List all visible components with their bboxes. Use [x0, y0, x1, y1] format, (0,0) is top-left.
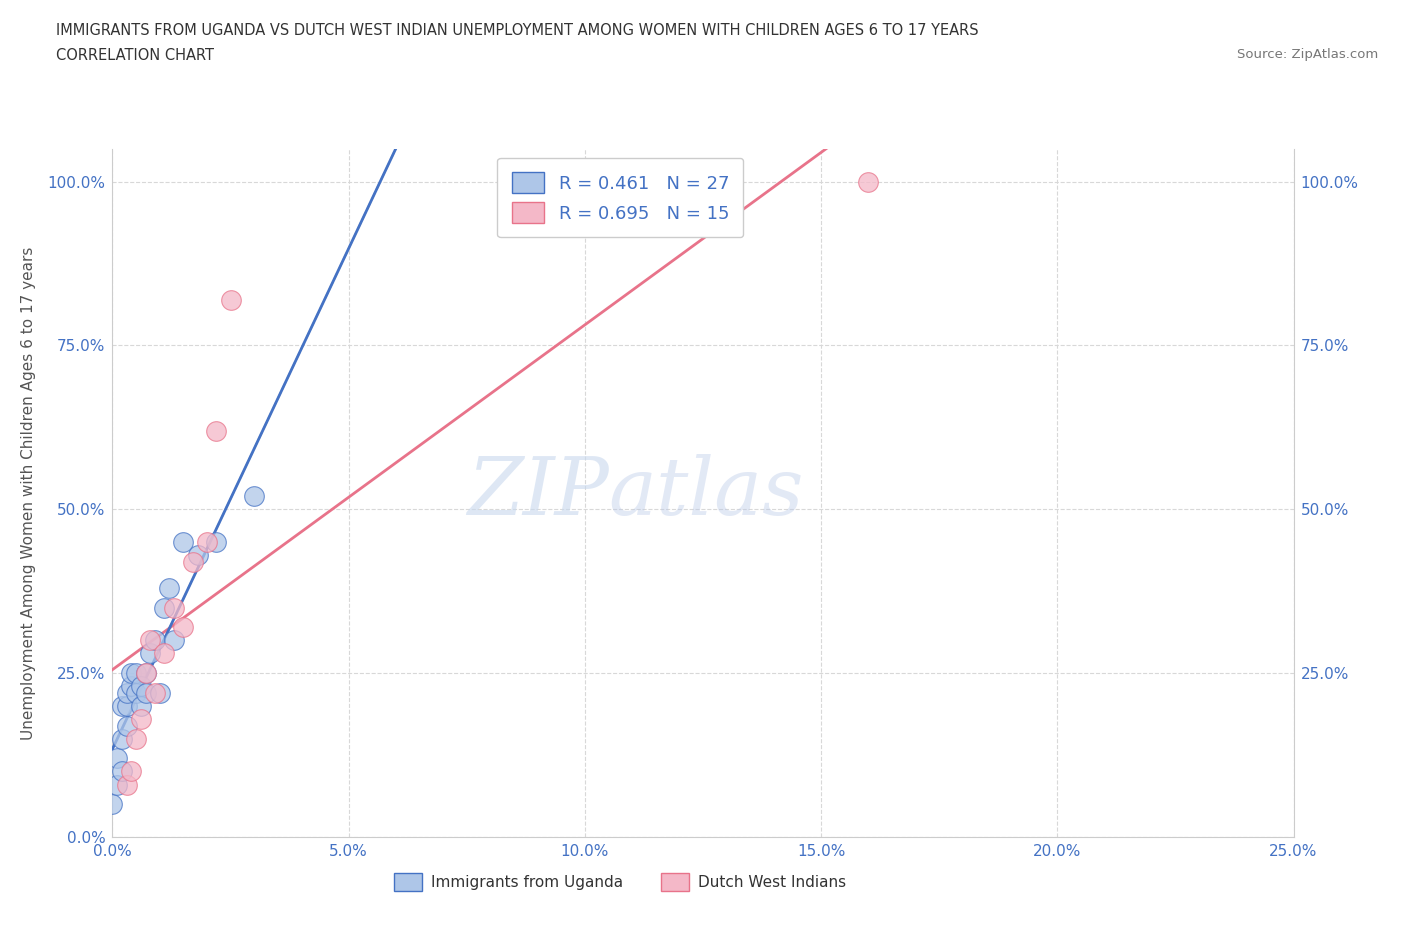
Point — [120, 679, 142, 694]
Point — [172, 535, 194, 550]
Point — [157, 580, 180, 595]
Text: IMMIGRANTS FROM UGANDA VS DUTCH WEST INDIAN UNEMPLOYMENT AMONG WOMEN WITH CHILDR: IMMIGRANTS FROM UGANDA VS DUTCH WEST IND… — [56, 23, 979, 38]
Point — [111, 764, 134, 779]
Text: atlas: atlas — [609, 454, 804, 532]
Point — [163, 600, 186, 615]
Text: CORRELATION CHART: CORRELATION CHART — [56, 48, 214, 63]
Point — [111, 698, 134, 713]
Point — [105, 751, 128, 765]
Point — [858, 174, 880, 189]
Point — [115, 718, 138, 733]
Point — [115, 777, 138, 792]
Point — [120, 666, 142, 681]
Point — [129, 698, 152, 713]
Point — [153, 600, 176, 615]
Point — [115, 685, 138, 700]
Point — [149, 685, 172, 700]
Point — [105, 777, 128, 792]
Point — [129, 711, 152, 726]
Point — [135, 685, 157, 700]
Y-axis label: Unemployment Among Women with Children Ages 6 to 17 years: Unemployment Among Women with Children A… — [21, 246, 37, 739]
Point — [205, 535, 228, 550]
Point — [163, 633, 186, 648]
Point — [135, 666, 157, 681]
Point — [125, 666, 148, 681]
Legend: Immigrants from Uganda, Dutch West Indians: Immigrants from Uganda, Dutch West India… — [387, 865, 853, 898]
Point — [115, 698, 138, 713]
Text: Source: ZipAtlas.com: Source: ZipAtlas.com — [1237, 48, 1378, 61]
Point — [125, 731, 148, 746]
Point — [186, 548, 208, 563]
Point — [172, 619, 194, 634]
Point — [143, 685, 166, 700]
Point — [181, 554, 204, 569]
Point — [129, 679, 152, 694]
Point — [139, 633, 162, 648]
Point — [101, 797, 124, 812]
Point — [195, 535, 218, 550]
Point — [125, 685, 148, 700]
Point — [120, 764, 142, 779]
Point — [111, 731, 134, 746]
Point — [243, 489, 266, 504]
Point — [143, 633, 166, 648]
Point — [135, 666, 157, 681]
Point — [153, 646, 176, 661]
Point — [139, 646, 162, 661]
Text: ZIP: ZIP — [467, 454, 609, 532]
Point — [205, 423, 228, 438]
Point — [219, 292, 242, 307]
